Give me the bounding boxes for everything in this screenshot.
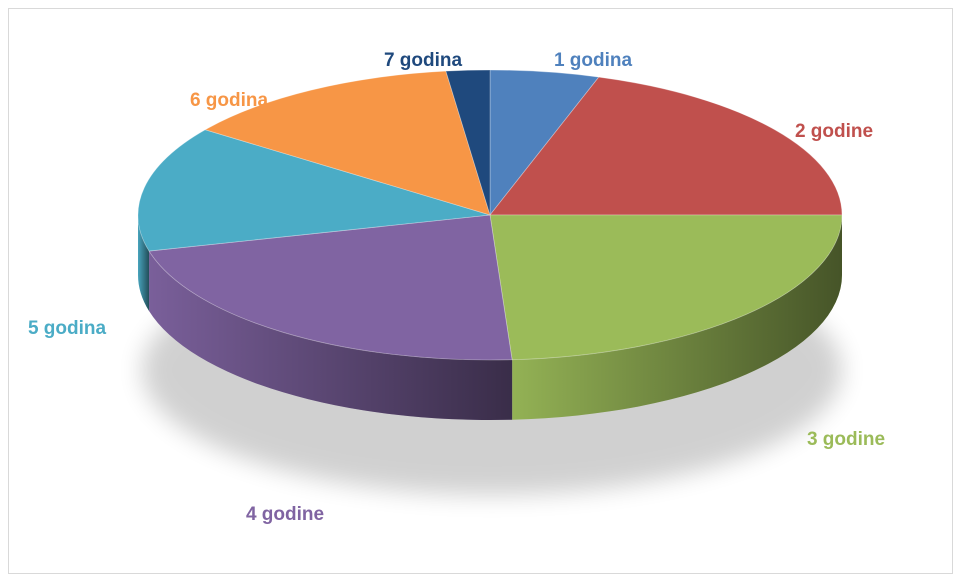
data-label-4-godine: 4 godine bbox=[246, 504, 324, 525]
slice-side-shade-5-godina bbox=[138, 215, 150, 312]
slice-side-shade-4-godine bbox=[149, 251, 513, 420]
pie-labels: 1 godina 2 godine 3 godine 4 godine 5 godina… bbox=[28, 50, 885, 525]
data-label-5-godina: 5 godina bbox=[28, 318, 107, 339]
data-label-3-godine: 3 godine bbox=[807, 429, 885, 450]
slice-side-shade-3-godine bbox=[512, 215, 842, 420]
slice-5-godina[interactable] bbox=[137, 129, 491, 252]
pie-sides bbox=[138, 215, 842, 420]
slice-7-godina[interactable] bbox=[445, 69, 491, 216]
slice-6-godina[interactable] bbox=[204, 70, 491, 216]
slice-1-godina[interactable] bbox=[489, 69, 600, 217]
slice-3-godine[interactable] bbox=[489, 214, 843, 361]
data-label-6-godina: 6 godina bbox=[190, 90, 269, 111]
data-label-1-godina: 1 godina bbox=[554, 50, 633, 71]
slice-2-godine[interactable] bbox=[489, 76, 843, 216]
slice-4-godine[interactable] bbox=[148, 214, 513, 361]
data-label-2-godine: 2 godine bbox=[795, 121, 873, 142]
data-label-7-godina: 7 godina bbox=[384, 50, 463, 71]
pie-tops bbox=[137, 69, 843, 361]
